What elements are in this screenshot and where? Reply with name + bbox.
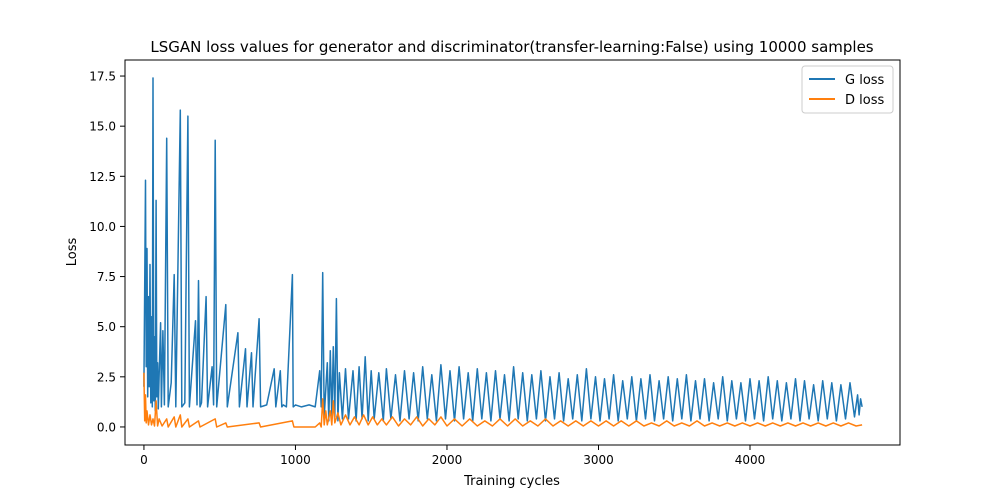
series-line-g-loss <box>143 77 863 422</box>
y-tick-label: 7.5 <box>97 270 116 284</box>
legend-label-d-loss: D loss <box>845 93 884 108</box>
series-line-d-loss <box>143 372 863 428</box>
series-layer <box>143 77 863 428</box>
x-tick-label: 1000 <box>280 453 311 467</box>
x-tick-label: 0 <box>140 453 148 467</box>
legend-box <box>801 65 894 114</box>
x-tick-label: 4000 <box>735 453 766 467</box>
y-axis-ticks: 0.0 2.5 5.0 7.5 10.0 12.5 15.0 17.5 <box>89 70 125 434</box>
legend-label-g-loss: G loss <box>845 73 885 88</box>
x-axis-ticks: 0 1000 2000 3000 4000 <box>140 445 765 467</box>
y-tick-label: 15.0 <box>89 120 116 134</box>
x-tick-label: 3000 <box>583 453 614 467</box>
y-tick-label: 17.5 <box>89 70 116 84</box>
chart-title: LSGAN loss values for generator and disc… <box>150 38 873 56</box>
x-tick-label: 2000 <box>432 453 463 467</box>
plot-frame <box>124 59 901 446</box>
y-tick-label: 2.5 <box>97 370 116 384</box>
legend: G loss D loss <box>801 65 894 114</box>
x-axis-label: Training cycles <box>463 474 560 489</box>
y-tick-label: 5.0 <box>97 320 116 334</box>
y-tick-label: 12.5 <box>89 170 116 184</box>
y-tick-label: 10.0 <box>89 220 116 234</box>
y-tick-label: 0.0 <box>97 420 116 434</box>
y-axis-label: Loss <box>65 238 80 267</box>
